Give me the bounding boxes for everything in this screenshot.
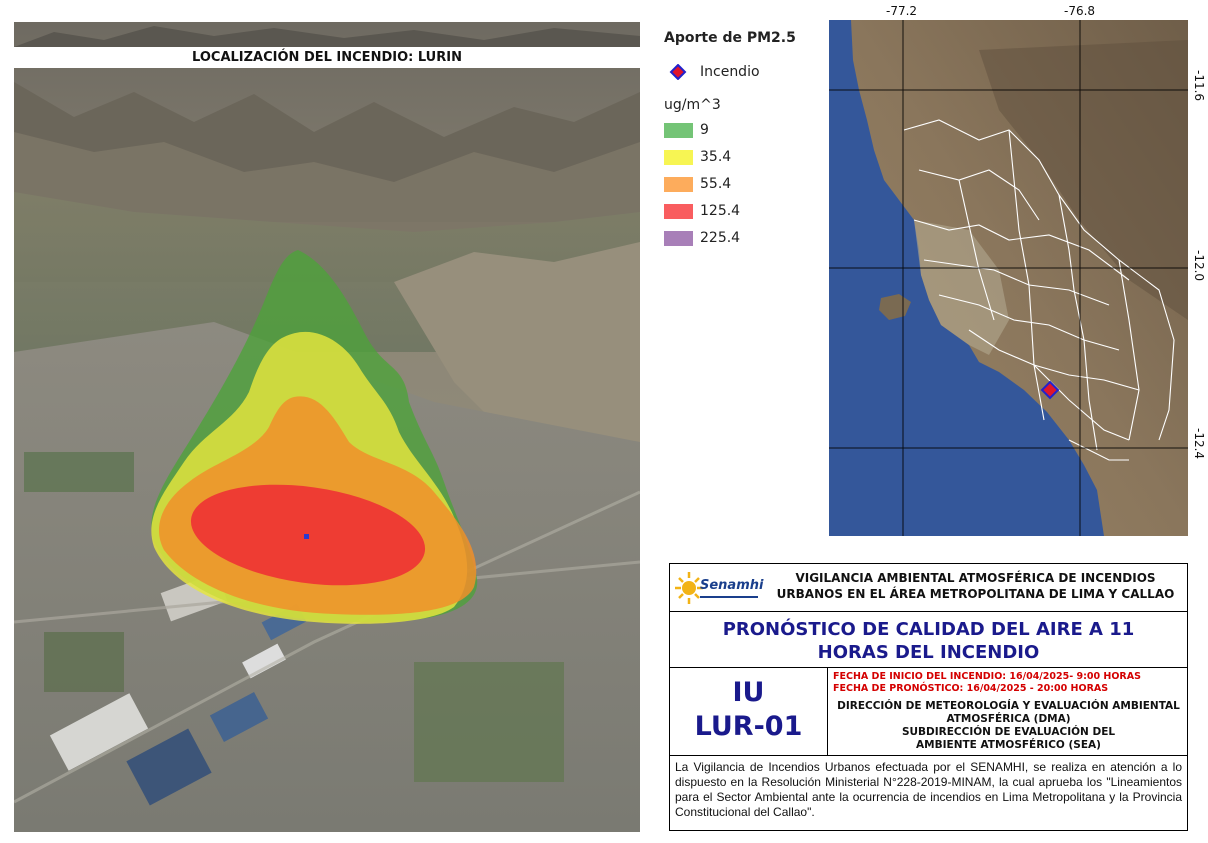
department-info: DIRECCIÓN DE METEOROLOGÍA Y EVALUACIÓN A…	[830, 700, 1187, 752]
title-line: PRONÓSTICO DE CALIDAD DEL AIRE A 11	[722, 619, 1135, 640]
info-details-row: IU LUR-01 FECHA DE INICIO DEL INCENDIO: …	[670, 668, 1187, 756]
info-panel: Senamhi VIGILANCIA AMBIENTAL ATMOSFÉRICA…	[669, 563, 1188, 831]
legend-item-label: 35.4	[700, 149, 732, 165]
title-line: HORAS DEL INCENDIO	[817, 642, 1040, 663]
locator-map	[829, 20, 1188, 536]
legend-swatch	[664, 230, 693, 246]
legend: Aporte de PM2.5 Incendio ug/m^3 9 35.4 5…	[664, 30, 824, 260]
lat-label: -11.6	[1192, 70, 1206, 102]
legend-item: 125.4	[664, 202, 740, 220]
legal-notice: La Vigilancia de Incendios Urbanos efect…	[675, 760, 1182, 819]
legend-marker-row: Incendio	[664, 63, 760, 81]
legend-item: 35.4	[664, 148, 731, 166]
incident-code: IU LUR-01	[670, 668, 828, 756]
legend-item: 9	[664, 121, 709, 139]
code-line: LUR-01	[694, 711, 803, 742]
code-line: IU	[732, 677, 765, 708]
legend-item-label: 225.4	[700, 230, 741, 246]
lat-label: -12.0	[1192, 250, 1206, 282]
legend-swatch	[664, 203, 693, 219]
header-line: VIGILANCIA AMBIENTAL ATMOSFÉRICA DE INCE…	[795, 571, 1156, 585]
legend-item: 55.4	[664, 175, 731, 193]
incident-dates: FECHA DE INICIO DEL INCENDIO: 16/04/2025…	[833, 671, 1185, 695]
incendio-diamond-icon	[664, 64, 693, 80]
dept-line: DIRECCIÓN DE METEOROLOGÍA Y EVALUACIÓN A…	[837, 700, 1180, 712]
legend-item-label: 55.4	[700, 176, 732, 192]
lat-label: -12.4	[1192, 428, 1206, 460]
legend-title: Aporte de PM2.5	[664, 30, 796, 46]
legend-swatch	[664, 122, 693, 138]
senamhi-logo-text: Senamhi	[700, 578, 764, 593]
satellite-3d-view	[14, 22, 640, 832]
locator-map-image	[829, 20, 1188, 536]
forecast-title: PRONÓSTICO DE CALIDAD DEL AIRE A 11 HORA…	[670, 612, 1187, 668]
dept-line: SUBDIRECCIÓN DE EVALUACIÓN DEL	[901, 726, 1116, 738]
info-header-title: VIGILANCIA AMBIENTAL ATMOSFÉRICA DE INCE…	[768, 570, 1183, 602]
sun-logo-icon	[675, 572, 703, 604]
view-title: LOCALIZACIÓN DEL INCENDIO: LURIN	[14, 47, 640, 68]
legend-swatch	[664, 149, 693, 165]
legend-marker-label: Incendio	[700, 64, 760, 80]
legend-unit: ug/m^3	[664, 97, 721, 113]
logo-underline	[700, 596, 758, 598]
legend-item-label: 125.4	[700, 203, 741, 219]
satellite-3d-image	[14, 22, 640, 832]
dept-line: ATMOSFÉRICA (DMA)	[946, 713, 1071, 725]
legend-item-label: 9	[700, 122, 709, 138]
fire-start-date: FECHA DE INICIO DEL INCENDIO: 16/04/2025…	[833, 671, 1141, 682]
lon-label: -77.2	[886, 4, 918, 18]
legend-item: 225.4	[664, 229, 740, 247]
header-line: URBANOS EN EL ÁREA METROPOLITANA DE LIMA…	[776, 587, 1175, 601]
fire-point-marker	[304, 534, 309, 539]
lon-label: -76.8	[1064, 4, 1096, 18]
legend-swatch	[664, 176, 693, 192]
senamhi-logo: Senamhi	[674, 568, 764, 608]
info-header-row: Senamhi VIGILANCIA AMBIENTAL ATMOSFÉRICA…	[670, 564, 1187, 612]
dept-line: AMBIENTE ATMOSFÉRICO (SEA)	[916, 739, 1101, 751]
forecast-date: FECHA DE PRONÓSTICO: 16/04/2025 - 20:00 …	[833, 683, 1109, 694]
fire-location-icon	[1040, 380, 1060, 400]
